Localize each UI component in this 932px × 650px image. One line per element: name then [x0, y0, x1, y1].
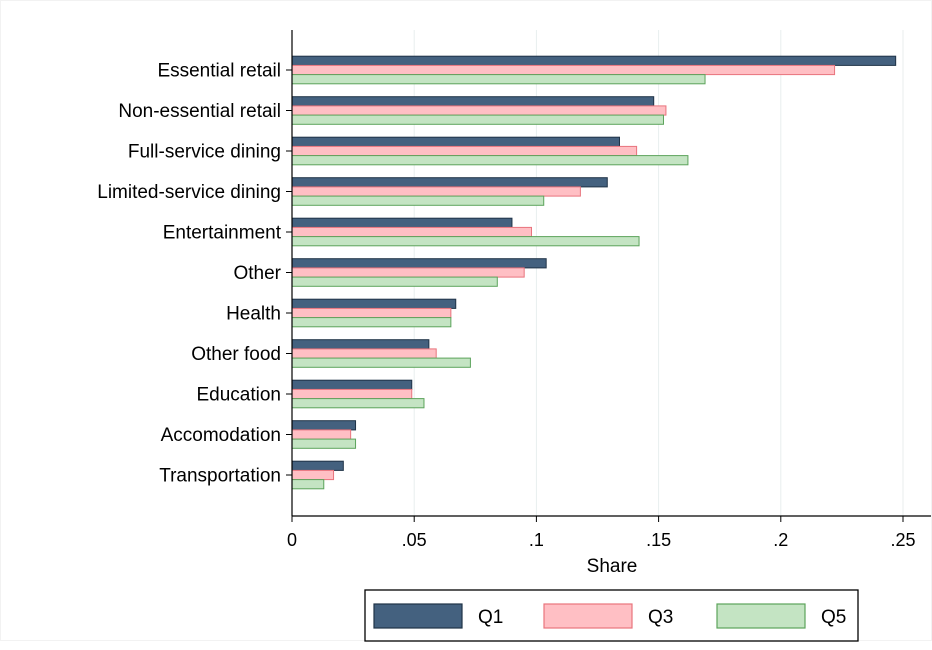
bar-q3: [291, 469, 335, 481]
bar-q1: [291, 55, 897, 66]
bar-q5: [291, 438, 357, 449]
category-label: Health: [226, 304, 281, 325]
bar-q5: [291, 317, 452, 328]
x-tick-label: .1: [529, 530, 544, 550]
legend-label-q5: Q5: [821, 607, 846, 628]
bar-q1: [291, 96, 655, 107]
legend-label-q1: Q1: [478, 607, 503, 628]
bar-q1: [291, 217, 513, 228]
legend-swatch-q1: [373, 603, 463, 629]
category-label: Essential retail: [157, 61, 281, 82]
bar-q1: [291, 339, 430, 350]
x-axis-title: Share: [587, 556, 638, 577]
legend: Q1 Q3 Q5: [364, 589, 859, 642]
category-label: Other food: [191, 344, 281, 365]
category-label: Education: [196, 385, 281, 406]
bar-q1: [291, 177, 608, 188]
bar-q3: [291, 226, 533, 238]
bar-q5: [291, 195, 545, 206]
x-tick-label: .05: [402, 530, 427, 550]
bar-q3: [291, 429, 352, 440]
category-label: Full-service dining: [128, 142, 281, 163]
x-tick-label: .15: [646, 530, 671, 550]
axes: 0 .05 .1 .15 .2 .25: [286, 30, 931, 550]
legend-items: Q1 Q3 Q5: [373, 603, 846, 629]
bar-q3: [291, 388, 413, 400]
legend-swatch-q5: [716, 603, 806, 629]
bar-q1: [291, 420, 357, 431]
category-label: Limited-service dining: [97, 182, 281, 203]
bar-q5: [291, 74, 706, 85]
legend-label-q3: Q3: [648, 607, 673, 628]
category-label: Entertainment: [163, 223, 282, 244]
bar-q5: [291, 398, 425, 409]
bar-q3: [291, 186, 581, 197]
bar-q3: [291, 307, 452, 319]
category-label: Non-essential retail: [118, 101, 281, 122]
x-tick-label: 0: [287, 530, 297, 550]
bar-q3: [291, 145, 638, 157]
bar-q3: [291, 267, 525, 278]
bar-q1: [291, 136, 620, 147]
category-labels: Essential retail Non-essential retail Full…: [97, 61, 281, 487]
bar-q5: [291, 114, 664, 125]
bar-q5: [291, 236, 640, 247]
category-label: Other: [233, 263, 281, 284]
bar-q5: [291, 155, 689, 166]
bar-q5: [291, 357, 471, 368]
category-label: Accomodation: [161, 425, 281, 446]
bar-q5: [291, 479, 325, 490]
x-tick-label: .2: [773, 530, 788, 550]
legend-swatch-q3: [543, 603, 633, 629]
category-label: Transportation: [159, 466, 281, 487]
bar-q1: [291, 298, 457, 309]
bar-q3: [291, 105, 667, 116]
bar-q1: [291, 379, 413, 390]
x-tick-label: .25: [890, 530, 915, 550]
bar-q5: [291, 276, 498, 287]
bar-q3: [291, 348, 437, 359]
bar-q1: [291, 460, 344, 471]
bar-q3: [291, 64, 836, 76]
bars: [291, 55, 897, 490]
bar-q1: [291, 258, 547, 269]
